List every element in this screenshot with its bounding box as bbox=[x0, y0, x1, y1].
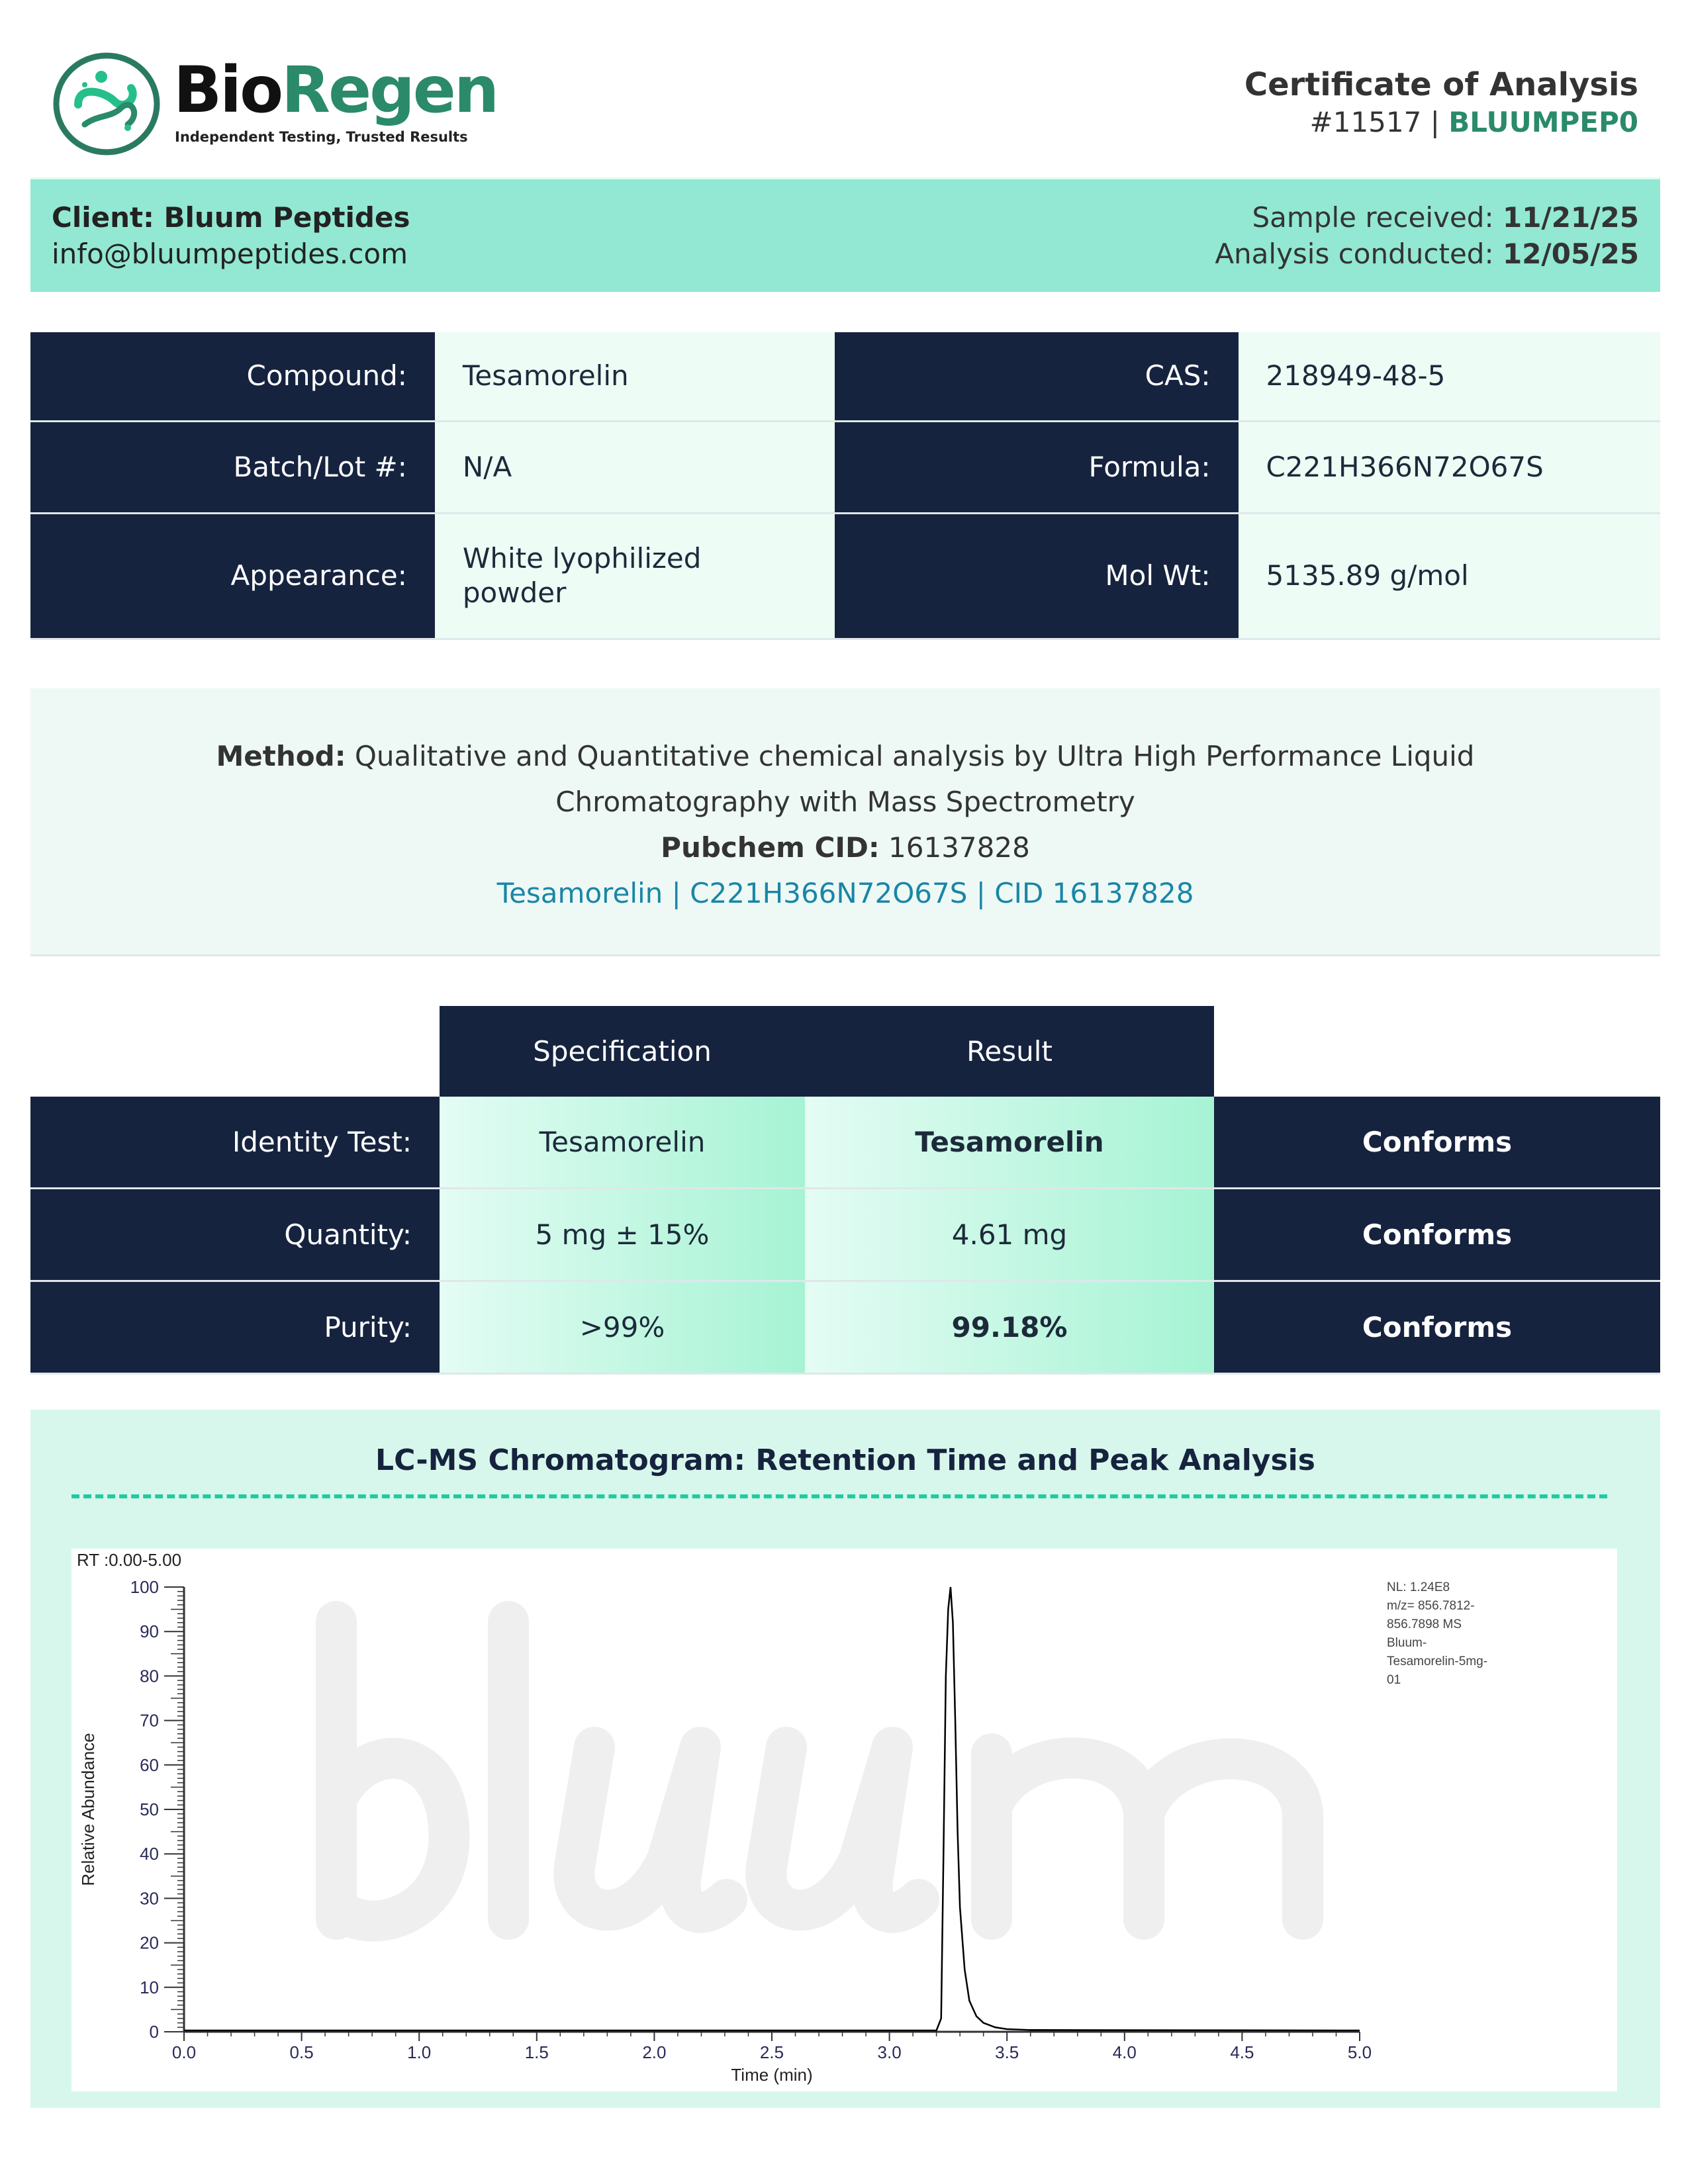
received-label: Sample received: bbox=[1252, 201, 1494, 234]
test-spec: 5 mg ± 15% bbox=[440, 1188, 805, 1282]
y-tick-label: 60 bbox=[140, 1755, 159, 1775]
x-tick-label: 2.5 bbox=[760, 2042, 784, 2062]
y-tick-label: 100 bbox=[130, 1577, 159, 1597]
result-row: Purity: >99% 99.18% Conforms bbox=[30, 1281, 1660, 1375]
conducted-label: Analysis conducted: bbox=[1215, 238, 1494, 270]
info-label: Formula: bbox=[835, 421, 1239, 514]
header-result: Result bbox=[805, 1006, 1214, 1097]
x-tick-label: 4.0 bbox=[1113, 2042, 1137, 2062]
cert-number: #11517 bbox=[1309, 106, 1422, 138]
chromatogram-title: LC-MS Chromatogram: Retention Time and P… bbox=[375, 1443, 1315, 1477]
x-tick-label: 3.0 bbox=[878, 2042, 902, 2062]
client-name: Bluum Peptides bbox=[164, 201, 410, 234]
compound-info-table: Compound: Tesamorelin CAS: 218949-48-5 Batc… bbox=[30, 332, 1660, 640]
brand-logo-text: BioRegen bbox=[173, 58, 499, 122]
y-tick-label: 30 bbox=[140, 1888, 159, 1908]
test-name: Identity Test: bbox=[30, 1097, 440, 1189]
annotation-line: m/z= 856.7812- bbox=[1387, 1599, 1475, 1613]
annotation-line: 856.7898 MS bbox=[1387, 1617, 1462, 1631]
y-tick-label: 90 bbox=[140, 1621, 159, 1641]
info-label: Appearance: bbox=[30, 513, 435, 640]
test-spec: Tesamorelin bbox=[440, 1097, 805, 1189]
test-status: Conforms bbox=[1214, 1281, 1660, 1375]
test-status: Conforms bbox=[1214, 1097, 1660, 1189]
x-tick-label: 4.5 bbox=[1230, 2042, 1254, 2062]
blank-header bbox=[30, 1006, 440, 1097]
y-tick-label: 80 bbox=[140, 1666, 159, 1686]
test-name: Purity: bbox=[30, 1281, 440, 1375]
info-label: Batch/Lot #: bbox=[30, 421, 435, 514]
divider bbox=[71, 1494, 1607, 1498]
y-tick-label: 40 bbox=[140, 1844, 159, 1864]
bioregen-logo-icon bbox=[53, 52, 160, 156]
chart-title: RT :0.00-5.00 bbox=[77, 1550, 181, 1570]
test-name: Quantity: bbox=[30, 1188, 440, 1282]
annotation-line: NL: 1.24E8 bbox=[1387, 1580, 1450, 1594]
x-tick-label: 3.5 bbox=[995, 2042, 1019, 2062]
annotation-line: Bluum- bbox=[1387, 1636, 1427, 1650]
client-email: info@bluumpeptides.com bbox=[52, 238, 408, 270]
x-axis-label: Time (min) bbox=[731, 2065, 812, 2085]
info-value: Tesamorelin bbox=[434, 332, 835, 422]
x-tick-label: 5.0 bbox=[1348, 2042, 1372, 2062]
annotation-line: 01 bbox=[1387, 1673, 1401, 1687]
x-tick-label: 0.5 bbox=[290, 2042, 314, 2062]
results-table: Specification Result Identity Test: Tesamo… bbox=[30, 1006, 1660, 1375]
y-tick-label: 70 bbox=[140, 1711, 159, 1731]
info-value: 218949-48-5 bbox=[1238, 332, 1660, 422]
brand-bio: Bio bbox=[173, 53, 283, 127]
certificate-number: #11517 | BLUUMPEP0 bbox=[1310, 106, 1638, 139]
bluum-watermark-graphic bbox=[316, 1601, 1323, 1942]
info-label: Compound: bbox=[30, 332, 435, 422]
chart-box: RT :0.00-5.00 0 10 20 30 40 50 60 70 80 90 100 0.0 0.… bbox=[71, 1549, 1617, 2091]
y-tick-label: 50 bbox=[140, 1799, 159, 1819]
brand-regen: Regen bbox=[281, 53, 499, 127]
info-value: White lyophilized powder bbox=[434, 513, 835, 640]
info-row: Compound: Tesamorelin CAS: 218949-48-5 bbox=[30, 332, 1660, 422]
x-tick-label: 1.5 bbox=[525, 2042, 549, 2062]
info-row: Appearance: White lyophilized powder Mol W… bbox=[30, 513, 1660, 640]
info-value: 5135.89 g/mol bbox=[1238, 513, 1660, 640]
test-result: Tesamorelin bbox=[805, 1097, 1214, 1189]
separator: | bbox=[1430, 106, 1440, 138]
pubchem-cid: 16137828 bbox=[888, 831, 1030, 864]
cert-code: BLUUMPEP0 bbox=[1448, 106, 1638, 138]
info-label: CAS: bbox=[835, 332, 1239, 422]
info-value: N/A bbox=[434, 421, 835, 514]
result-row: Quantity: 5 mg ± 15% 4.61 mg Conforms bbox=[30, 1188, 1660, 1282]
y-tick-label: 10 bbox=[140, 1978, 159, 1997]
certificate-title: Certificate of Analysis bbox=[1244, 66, 1638, 103]
test-status: Conforms bbox=[1214, 1188, 1660, 1282]
annotation-line: Tesamorelin-5mg- bbox=[1387, 1655, 1487, 1668]
y-axis-label: Relative Abundance bbox=[78, 1733, 98, 1886]
info-label: Mol Wt: bbox=[835, 513, 1239, 640]
x-tick-label: 2.0 bbox=[642, 2042, 666, 2062]
conducted-date: 12/05/25 bbox=[1502, 238, 1639, 270]
test-result: 4.61 mg bbox=[805, 1188, 1214, 1282]
y-tick-label: 0 bbox=[150, 2022, 159, 2042]
info-value: C221H366N72O67S bbox=[1238, 421, 1660, 514]
tagline: Independent Testing, Trusted Results bbox=[175, 129, 468, 145]
header-specification: Specification bbox=[440, 1006, 805, 1097]
client-label: Client: bbox=[52, 201, 154, 234]
chromatogram-trace bbox=[184, 1586, 1360, 2032]
client-band: Client: Bluum Peptides info@bluumpeptides… bbox=[30, 177, 1660, 292]
method-text: Qualitative and Quantitative chemical an… bbox=[354, 740, 1475, 818]
pubchem-label: Pubchem CID: bbox=[661, 831, 880, 864]
result-row: Identity Test: Tesamorelin Tesamorelin Conf… bbox=[30, 1097, 1660, 1189]
received-date: 11/21/25 bbox=[1502, 201, 1639, 234]
blank-header bbox=[1214, 1006, 1660, 1097]
y-tick-label: 20 bbox=[140, 1933, 159, 1953]
x-tick-label: 1.0 bbox=[407, 2042, 431, 2062]
method-box: Method: Qualitative and Quantitative che… bbox=[30, 688, 1660, 956]
test-result: 99.18% bbox=[805, 1281, 1214, 1375]
test-spec: >99% bbox=[440, 1281, 805, 1375]
pubchem-link[interactable]: Tesamorelin | C221H366N72O67S | CID 1613… bbox=[496, 877, 1194, 909]
info-row: Batch/Lot #: N/A Formula: C221H366N72O67S bbox=[30, 421, 1660, 514]
chromatogram-section: LC-MS Chromatogram: Retention Time and P… bbox=[30, 1410, 1660, 2108]
method-label: Method: bbox=[216, 740, 346, 772]
x-tick-label: 0.0 bbox=[172, 2042, 196, 2062]
